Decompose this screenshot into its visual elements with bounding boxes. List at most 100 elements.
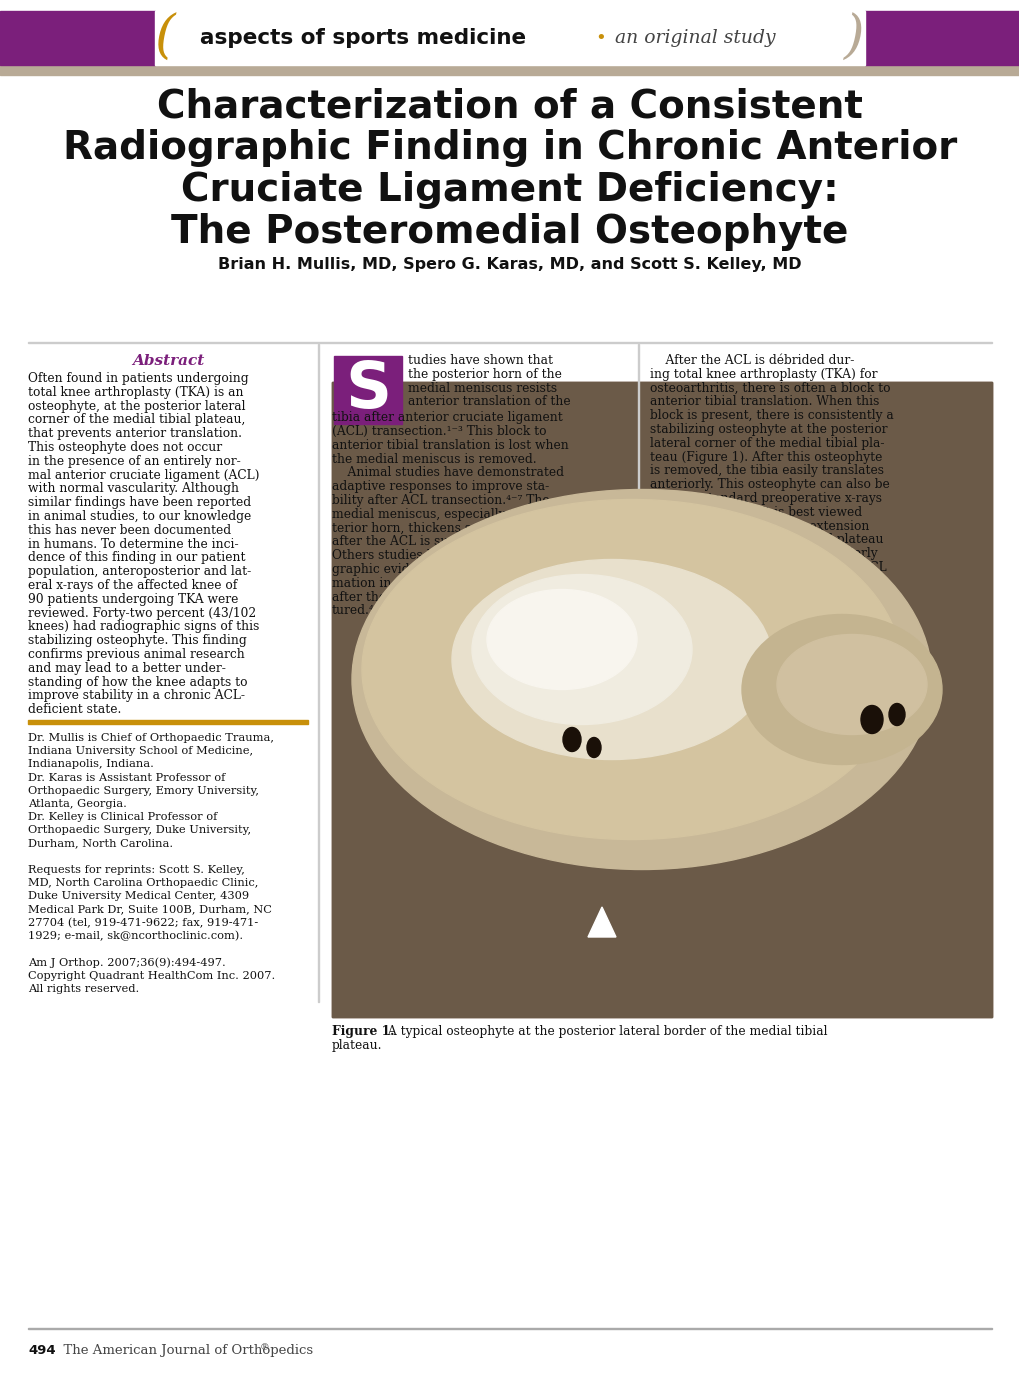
Text: extending posteriorly and superiorly: extending posteriorly and superiorly [649,547,876,560]
Text: medial meniscus resists: medial meniscus resists [408,381,556,394]
Bar [331,381,991,1018]
Text: 90 patients undergoing TKA were: 90 patients undergoing TKA were [28,593,238,606]
Text: tudies have shown that: tudies have shown that [408,354,552,367]
Text: Am J Orthop. 2007;36(9):494-497.: Am J Orthop. 2007;36(9):494-497. [28,958,225,967]
Bar [333,356,401,425]
Ellipse shape [889,703,904,725]
Text: in animal studies, to our knowledge: in animal studies, to our knowledge [28,509,251,523]
Text: •: • [594,29,605,47]
Text: Others studies have shown radio-: Others studies have shown radio- [331,550,540,562]
Text: dence of this finding in our patient: dence of this finding in our patient [28,551,246,564]
Ellipse shape [860,706,882,734]
Text: seen on standard preoperative x-rays: seen on standard preoperative x-rays [649,491,881,505]
Text: Dr. Kelley is Clinical Professor of: Dr. Kelley is Clinical Professor of [28,812,217,823]
Ellipse shape [776,635,926,735]
Ellipse shape [486,589,637,689]
Text: anterior translation of the: anterior translation of the [408,395,570,408]
Text: mal anterior cruciate ligament (ACL): mal anterior cruciate ligament (ACL) [28,469,259,482]
Bar [331,381,991,1018]
Text: after the ACL is surgically transected.: after the ACL is surgically transected. [331,536,569,548]
Text: off the posterior medial tibial plateau: off the posterior medial tibial plateau [649,533,882,547]
Text: stabilizing osteophyte. This finding: stabilizing osteophyte. This finding [28,635,247,647]
Bar [155,11,864,65]
Text: S: S [344,359,390,420]
Text: aspects of sports medicine: aspects of sports medicine [200,28,526,47]
Text: standing of how the knee adapts to: standing of how the knee adapts to [28,675,248,689]
Text: medial meniscus, especially the pos-: medial meniscus, especially the pos- [331,508,558,521]
Text: osteophyte, at the posterior lateral: osteophyte, at the posterior lateral [28,400,246,412]
Text: markings.: markings. [649,603,711,615]
Text: (: ( [155,13,175,64]
Text: graphic evidence of osteophyte for-: graphic evidence of osteophyte for- [331,562,552,576]
Text: the posterior horn of the: the posterior horn of the [408,367,561,381]
Text: Atlanta, Georgia.: Atlanta, Georgia. [28,799,126,809]
Text: similar findings have been reported: similar findings have been reported [28,496,251,509]
Text: confirms previous animal research: confirms previous animal research [28,649,245,661]
Text: the medial meniscus is removed.: the medial meniscus is removed. [331,452,536,465]
Text: Orthopaedic Surgery, Emory University,: Orthopaedic Surgery, Emory University, [28,786,259,796]
Text: after the ACL is sacrificed or rup-: after the ACL is sacrificed or rup- [331,590,541,604]
Ellipse shape [362,500,901,839]
Text: MD, North Carolina Orthopaedic Clinic,: MD, North Carolina Orthopaedic Clinic, [28,878,258,888]
Text: A typical osteophyte at the posterior lateral border of the medial tibial: A typical osteophyte at the posterior la… [383,1025,826,1038]
Text: anterior tibial translation is lost when: anterior tibial translation is lost when [331,438,569,452]
Text: this has never been documented: this has never been documented [28,523,231,537]
Ellipse shape [451,560,771,760]
Text: Requests for reprints: Scott S. Kelley,: Requests for reprints: Scott S. Kelley, [28,864,245,876]
Text: ): ) [844,13,864,64]
Text: Animal studies have demonstrated: Animal studies have demonstrated [331,466,564,479]
Text: total knee arthroplasty (TKA) is an: total knee arthroplasty (TKA) is an [28,386,244,398]
Text: anterior tibial translation. When this: anterior tibial translation. When this [649,395,878,408]
Text: an original study: an original study [614,29,774,47]
Text: Abstract: Abstract [131,354,204,367]
Text: block is present, there is consistently a: block is present, there is consistently … [649,409,893,422]
Text: knees) had radiographic signs of this: knees) had radiographic signs of this [28,621,259,633]
Text: Characterization of a Consistent: Characterization of a Consistent [157,86,862,125]
Text: 494: 494 [28,1345,56,1357]
Text: teau (Figure 1). After this osteophyte: teau (Figure 1). After this osteophyte [649,451,881,464]
Text: (ACL) transection.¹⁻³ This block to: (ACL) transection.¹⁻³ This block to [331,425,546,438]
Text: that prevents anterior translation.: that prevents anterior translation. [28,427,242,440]
Bar [28,720,308,724]
Text: population, anteroposterior and lat-: population, anteroposterior and lat- [28,565,251,578]
Text: Indianapolis, Indiana.: Indianapolis, Indiana. [28,760,154,770]
Text: osteoarthritis, there is often a block to: osteoarthritis, there is often a block t… [649,381,890,394]
Text: Dr. Mullis is Chief of Orthopaedic Trauma,: Dr. Mullis is Chief of Orthopaedic Traum… [28,734,274,743]
Text: Indiana University School of Medicine,: Indiana University School of Medicine, [28,746,253,756]
Text: Figure 1.: Figure 1. [331,1025,394,1038]
Text: tured.⁴⁻⁶⁸⁻¹⁰: tured.⁴⁻⁶⁸⁻¹⁰ [331,604,407,618]
Text: ®: ® [260,1343,269,1352]
Text: bility after ACL transection.⁴⁻⁷ The: bility after ACL transection.⁴⁻⁷ The [331,494,549,507]
Text: ing total knee arthroplasty (TKA) for: ing total knee arthroplasty (TKA) for [649,367,876,381]
Text: deficient state.: deficient state. [28,703,121,717]
Text: After the ACL is débrided dur-: After the ACL is débrided dur- [649,354,854,367]
Text: The American Journal of Orthopedics: The American Journal of Orthopedics [55,1345,313,1357]
Text: This osteophyte does not occur: This osteophyte does not occur [28,441,222,454]
Text: Brian H. Mullis, MD, Spero G. Karas, MD, and Scott S. Kelley, MD: Brian H. Mullis, MD, Spero G. Karas, MD,… [218,258,801,271]
Ellipse shape [472,575,691,724]
Bar [0,65,1019,75]
Text: 27704 (tel, 919-471-9622; fax, 919-471-: 27704 (tel, 919-471-9622; fax, 919-471- [28,917,258,928]
Bar [0,11,155,65]
Text: terior horn, thickens several months: terior horn, thickens several months [331,522,559,535]
Text: Often found in patients undergoing: Often found in patients undergoing [28,372,249,386]
Text: Orthopaedic Surgery, Duke University,: Orthopaedic Surgery, Duke University, [28,825,251,835]
Text: Durham, North Carolina.: Durham, North Carolina. [28,838,173,849]
Text: 1929; e-mail, sk@ncorthoclinic.com).: 1929; e-mail, sk@ncorthoclinic.com). [28,931,243,941]
Ellipse shape [352,490,931,870]
Text: Cruciate Ligament Deficiency:: Cruciate Ligament Deficiency: [181,171,838,209]
Text: with normal vascularity. Although: with normal vascularity. Although [28,483,238,496]
Text: in humans. To determine the inci-: in humans. To determine the inci- [28,537,238,551]
Text: tibia after anterior cruciate ligament: tibia after anterior cruciate ligament [331,411,562,425]
Text: Duke University Medical Center, 4309: Duke University Medical Center, 4309 [28,891,249,902]
Text: All rights reserved.: All rights reserved. [28,984,140,994]
Text: anteriorly. This osteophyte can also be: anteriorly. This osteophyte can also be [649,479,889,491]
Text: reviewed. Forty-two percent (43/102: reviewed. Forty-two percent (43/102 [28,607,256,619]
Text: (Figure 2B). Intraoperatively, the ACL: (Figure 2B). Intraoperatively, the ACL [649,561,886,574]
Text: Dr. Karas is Assistant Professor of: Dr. Karas is Assistant Professor of [28,773,225,782]
Ellipse shape [562,728,581,752]
Polygon shape [587,908,615,937]
Text: lax and has fibrosis and poor vascular: lax and has fibrosis and poor vascular [649,589,886,601]
Ellipse shape [741,614,942,764]
Text: in the presence of an entirely nor-: in the presence of an entirely nor- [28,455,240,468]
